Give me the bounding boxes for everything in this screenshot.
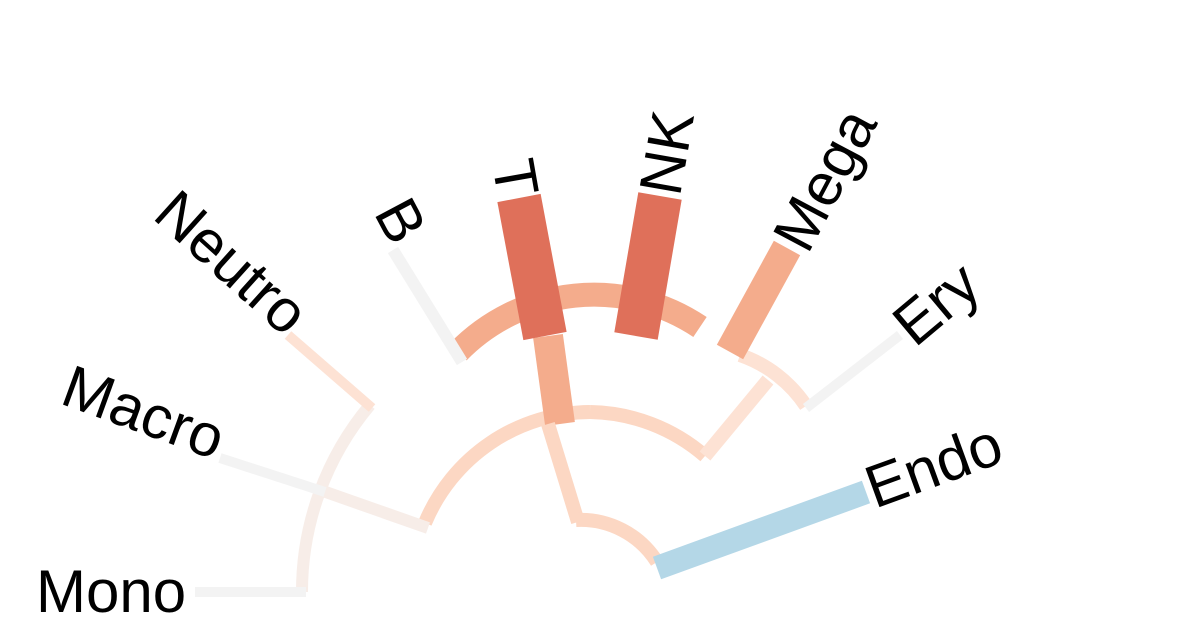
branch-macro: [218, 453, 327, 497]
leaf-label-macro: Macro: [54, 352, 234, 472]
lymphoid-arc: [449, 282, 707, 361]
branch-neutro: [284, 331, 376, 412]
branch-t: [497, 193, 567, 341]
branch-ery: [802, 331, 904, 412]
leaf-label-neutro: Neutro: [142, 177, 321, 347]
branch-mega: [716, 240, 801, 360]
leaf-label-b: B: [362, 187, 440, 254]
branch-endo: [652, 480, 871, 580]
branch-mega-ery-stem: [699, 375, 774, 461]
branch-nk: [614, 192, 682, 340]
branch-b: [387, 246, 468, 366]
leaf-label-mega: Mega: [760, 97, 890, 262]
leaf-label-nk: NK: [627, 106, 707, 200]
mega-ery-arc: [737, 348, 812, 411]
branch-myeloid-stem: [318, 484, 430, 534]
root-arc-right: [589, 405, 710, 462]
branch-lymphoid-stem: [533, 333, 575, 427]
endo-arc: [575, 512, 663, 566]
leaf-label-mono: Mono: [36, 558, 186, 625]
branch-endo-stem: [541, 421, 585, 525]
leaf-label-endo: Endo: [856, 410, 1011, 521]
